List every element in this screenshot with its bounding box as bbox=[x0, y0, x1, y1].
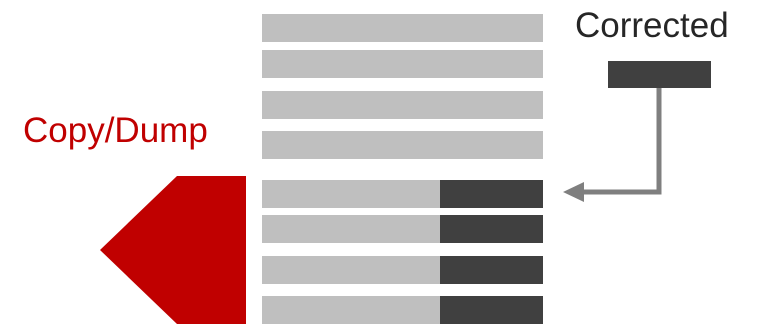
corrected-label: Corrected bbox=[575, 6, 729, 45]
corrected-connector-line bbox=[582, 88, 662, 195]
data-row-bar bbox=[262, 91, 543, 119]
data-row-bar bbox=[262, 14, 543, 42]
corrected-block bbox=[608, 61, 711, 88]
corrected-segment bbox=[440, 256, 543, 284]
data-row-bar bbox=[262, 296, 543, 324]
corrected-segment bbox=[440, 296, 543, 324]
data-row-bar bbox=[262, 256, 543, 284]
data-row-bar bbox=[262, 50, 543, 78]
corrected-segment bbox=[440, 215, 543, 243]
copy-dump-label: Copy/Dump bbox=[23, 111, 208, 150]
copy-dump-arrow bbox=[100, 176, 246, 324]
data-row-bar bbox=[262, 180, 543, 208]
data-row-bar bbox=[262, 215, 543, 243]
corrected-segment bbox=[440, 180, 543, 208]
corrected-arrowhead bbox=[563, 182, 584, 202]
data-row-bar bbox=[262, 131, 543, 159]
